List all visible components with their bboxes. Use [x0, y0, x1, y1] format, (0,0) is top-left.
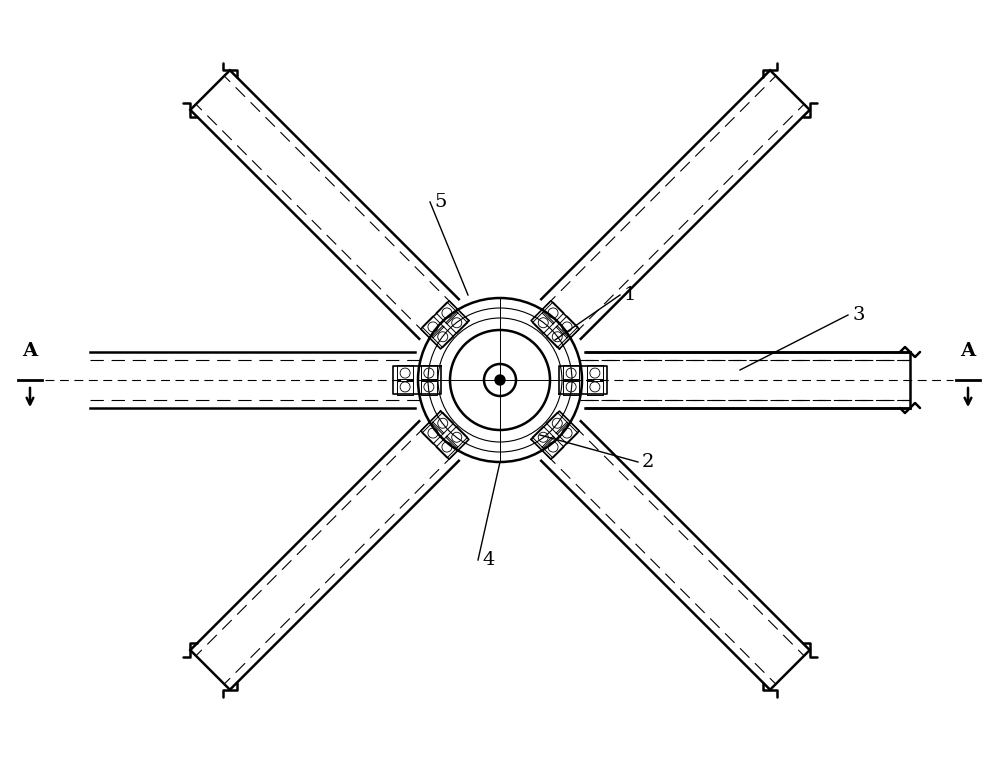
Text: A: A — [22, 342, 38, 360]
Text: 5: 5 — [434, 193, 446, 211]
Text: A: A — [960, 342, 976, 360]
Text: 3: 3 — [852, 306, 864, 324]
Text: 4: 4 — [482, 551, 494, 569]
Text: 1: 1 — [624, 286, 636, 304]
Text: 2: 2 — [642, 453, 654, 471]
Circle shape — [414, 294, 586, 466]
Circle shape — [495, 375, 505, 385]
